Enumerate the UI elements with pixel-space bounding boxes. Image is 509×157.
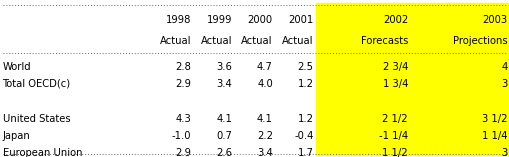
Text: 2003: 2003 [482,15,506,25]
Text: 1 1/4: 1 1/4 [481,131,506,141]
Text: 4.1: 4.1 [257,114,272,124]
Text: United States: United States [3,114,70,124]
Text: 1 1/2: 1 1/2 [382,148,407,157]
Text: 2 3/4: 2 3/4 [382,62,407,72]
Text: 4.3: 4.3 [175,114,191,124]
Text: 2001: 2001 [288,15,313,25]
Text: 3: 3 [500,79,506,89]
Text: 1.7: 1.7 [297,148,313,157]
Bar [316,3,509,155]
Text: 2.9: 2.9 [175,148,191,157]
Text: Actual: Actual [200,36,232,46]
Text: 2.6: 2.6 [216,148,232,157]
Text: 2.2: 2.2 [257,131,272,141]
Text: -0.4: -0.4 [294,131,313,141]
Text: 2.8: 2.8 [175,62,191,72]
Text: -1.0: -1.0 [172,131,191,141]
Text: Total OECD(c): Total OECD(c) [3,79,71,89]
Text: Forecasts: Forecasts [360,36,407,46]
Text: 1.2: 1.2 [297,79,313,89]
Text: 1998: 1998 [165,15,191,25]
Text: 4.0: 4.0 [257,79,272,89]
Text: 1 3/4: 1 3/4 [382,79,407,89]
Text: Actual: Actual [281,36,313,46]
Text: 4: 4 [500,62,506,72]
Text: 3.4: 3.4 [216,79,232,89]
Text: European Union: European Union [3,148,82,157]
Text: Actual: Actual [241,36,272,46]
Text: 3.4: 3.4 [257,148,272,157]
Text: 4.1: 4.1 [216,114,232,124]
Text: 3.6: 3.6 [216,62,232,72]
Text: Projections: Projections [452,36,506,46]
Text: 2.9: 2.9 [175,79,191,89]
Text: 3: 3 [500,148,506,157]
Text: 1999: 1999 [206,15,232,25]
Text: 3 1/2: 3 1/2 [481,114,506,124]
Text: -1 1/4: -1 1/4 [378,131,407,141]
Text: 1.2: 1.2 [297,114,313,124]
Text: 2 1/2: 2 1/2 [382,114,407,124]
Text: World: World [3,62,31,72]
Text: 2.5: 2.5 [297,62,313,72]
Text: 0.7: 0.7 [216,131,232,141]
Text: Actual: Actual [159,36,191,46]
Text: 2000: 2000 [247,15,272,25]
Text: 2002: 2002 [382,15,407,25]
Text: Japan: Japan [3,131,30,141]
Text: 4.7: 4.7 [257,62,272,72]
